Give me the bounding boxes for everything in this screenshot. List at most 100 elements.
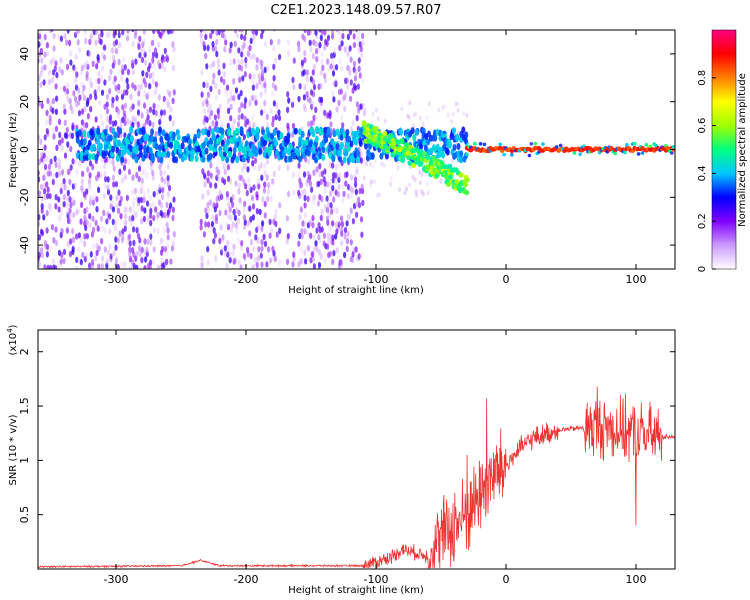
spectrogram-cell xyxy=(613,151,617,156)
spectrogram-cell xyxy=(331,162,335,169)
spectrogram-cell xyxy=(135,250,139,258)
spectrogram-cell xyxy=(140,256,144,264)
spectrogram-cell xyxy=(278,227,282,234)
spectrogram-cell xyxy=(135,227,139,234)
spectrogram-cell xyxy=(347,135,351,143)
spectrogram-cell xyxy=(309,232,313,239)
spectrogram-cell xyxy=(323,109,327,117)
spectrogram-cell xyxy=(228,257,232,264)
spectrogram-cell xyxy=(163,66,167,73)
spectrogram-cell xyxy=(206,44,210,52)
spectrogram-cell xyxy=(278,202,282,209)
spectrogram-cell xyxy=(201,193,205,200)
spectrogram-cell xyxy=(205,63,209,70)
spectrogram-cell xyxy=(328,190,332,197)
spectrogram-cell xyxy=(462,110,466,116)
spectrogram-cell xyxy=(357,196,361,203)
spectrogram-cell xyxy=(421,170,425,176)
spectrogram-cell xyxy=(92,193,96,201)
spectrogram-cell xyxy=(240,51,244,58)
spectrogram-cell xyxy=(670,151,674,155)
spectrogram-cell xyxy=(259,252,263,259)
spectrogram-cell xyxy=(299,258,303,265)
spectrogram-cell xyxy=(48,114,52,122)
spectrogram-cell xyxy=(271,245,275,253)
spectrogram-cell xyxy=(314,30,318,36)
spectrogram-cell xyxy=(311,53,315,60)
spectrogram-cell xyxy=(231,221,235,228)
spectrogram-cell xyxy=(236,237,240,245)
spectrogram-cell xyxy=(232,152,237,160)
spectrogram-cell xyxy=(178,147,183,155)
spectrogram-cell xyxy=(297,40,301,47)
snr-y-multiplier: (x104) xyxy=(6,324,19,355)
spectrogram-cell xyxy=(151,121,155,129)
spectrogram-cell xyxy=(214,255,218,263)
spectrogram-cell xyxy=(141,41,145,48)
spectrogram-cell xyxy=(79,236,83,243)
spectrogram-cell xyxy=(300,59,304,66)
spectrogram-cell xyxy=(38,41,41,48)
spectrogram-cell xyxy=(154,206,158,213)
spectrogram-cell xyxy=(320,208,324,216)
spectrogram-cell xyxy=(171,30,175,34)
spectrogram-cell xyxy=(251,264,255,269)
spectrogram-cell xyxy=(60,69,64,76)
spectrogram-cell xyxy=(227,150,232,158)
spectrogram-cell xyxy=(360,52,364,59)
spectrogram-cell xyxy=(39,81,43,88)
spectrogram-cell xyxy=(277,164,281,172)
spectrogram-cell xyxy=(222,78,226,86)
spectrogram-cell xyxy=(400,106,404,112)
spectrogram-cell xyxy=(112,59,116,66)
spectrogram-cell xyxy=(85,233,89,240)
spectrogram-cell xyxy=(344,180,348,187)
spectrogram-cell xyxy=(149,212,153,219)
spectrogram-cell xyxy=(62,85,67,92)
spectrogram-cell xyxy=(148,62,152,69)
spectrogram-cell xyxy=(225,91,229,98)
spectrogram-cell xyxy=(99,113,103,121)
spectrogram-cell xyxy=(89,106,93,113)
spectrogram-cell xyxy=(113,131,118,139)
spectrogram-cell xyxy=(152,214,156,222)
spectrogram-cell xyxy=(373,158,377,164)
spectrogram-cell xyxy=(88,50,92,57)
spectrogram-cell xyxy=(344,149,349,157)
spectrogram-cell xyxy=(456,107,460,113)
spectrogram-cell xyxy=(110,201,115,208)
spectrogram-cell xyxy=(84,37,88,45)
spectrogram-cell xyxy=(345,171,349,178)
spectrogram-cell xyxy=(122,164,127,171)
spectrogram-cell xyxy=(317,233,321,241)
spectrogram-cell xyxy=(166,151,171,158)
spectrogram-cell xyxy=(308,219,312,227)
spectrogram-cell xyxy=(46,192,50,200)
spectrogram-cell xyxy=(160,109,164,116)
spectrogram-cell xyxy=(351,251,355,258)
spectrogram-cell xyxy=(123,225,127,232)
spectrogram-cell xyxy=(301,220,305,227)
spectrogram-cell xyxy=(218,237,222,245)
spectrogram-cell xyxy=(447,141,452,149)
spectrogram-cell xyxy=(108,243,112,250)
spectrogram-cell xyxy=(286,233,290,240)
spectrogram-cell xyxy=(279,132,284,140)
spectrogram-cell xyxy=(380,161,384,167)
spectrogram-cell xyxy=(351,256,355,264)
spectrogram-cell xyxy=(318,163,322,170)
spectrogram-cell xyxy=(214,182,218,189)
spectrogram-y-tick-label: 40 xyxy=(18,47,31,61)
spectrogram-cell xyxy=(206,246,210,253)
spectrogram-cell xyxy=(48,245,52,253)
spectrogram-cell xyxy=(95,77,99,85)
spectrogram-cell xyxy=(128,246,132,253)
spectrogram-cell xyxy=(220,193,224,201)
spectrogram-cell xyxy=(315,166,319,173)
spectrogram-cell xyxy=(86,50,90,57)
spectrogram-cell xyxy=(146,238,150,246)
spectrogram-cell xyxy=(308,174,312,181)
spectrogram-cell xyxy=(286,106,290,114)
spectrogram-cell xyxy=(292,189,296,196)
